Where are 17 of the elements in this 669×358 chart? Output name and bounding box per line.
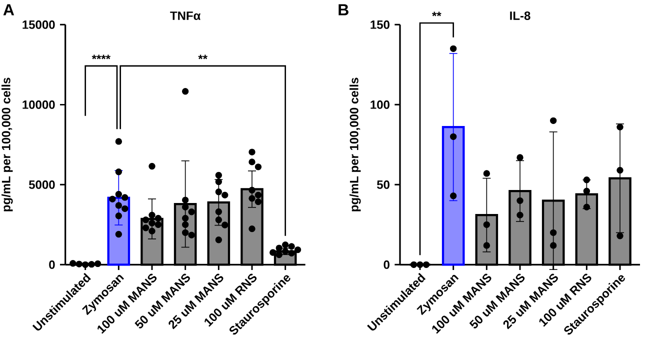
text: B bbox=[338, 4, 348, 16]
y-tick-label: 0 bbox=[384, 260, 390, 269]
y-tick-label: 100 bbox=[370, 100, 390, 109]
text: A bbox=[3, 4, 14, 16]
y-axis-title: pg/mL per 100,000 cells bbox=[350, 78, 361, 212]
chart-title: IL-8 bbox=[510, 11, 530, 20]
annotation: ** bbox=[198, 54, 208, 60]
y-tick-label: 5000 bbox=[28, 180, 55, 189]
y-axis-title: pg/mL per 100,000 cells bbox=[2, 78, 13, 212]
y-tick-label: 50 bbox=[376, 180, 390, 189]
y-tick-label: 10000 bbox=[22, 100, 55, 109]
y-tick-label: 150 bbox=[370, 20, 390, 29]
text: ** bbox=[432, 12, 442, 16]
chart-title: TNFα bbox=[170, 12, 201, 20]
y-tick-label: 15000 bbox=[22, 20, 55, 29]
annotation: **** bbox=[92, 54, 110, 60]
y-tick-label: 0 bbox=[49, 260, 55, 269]
